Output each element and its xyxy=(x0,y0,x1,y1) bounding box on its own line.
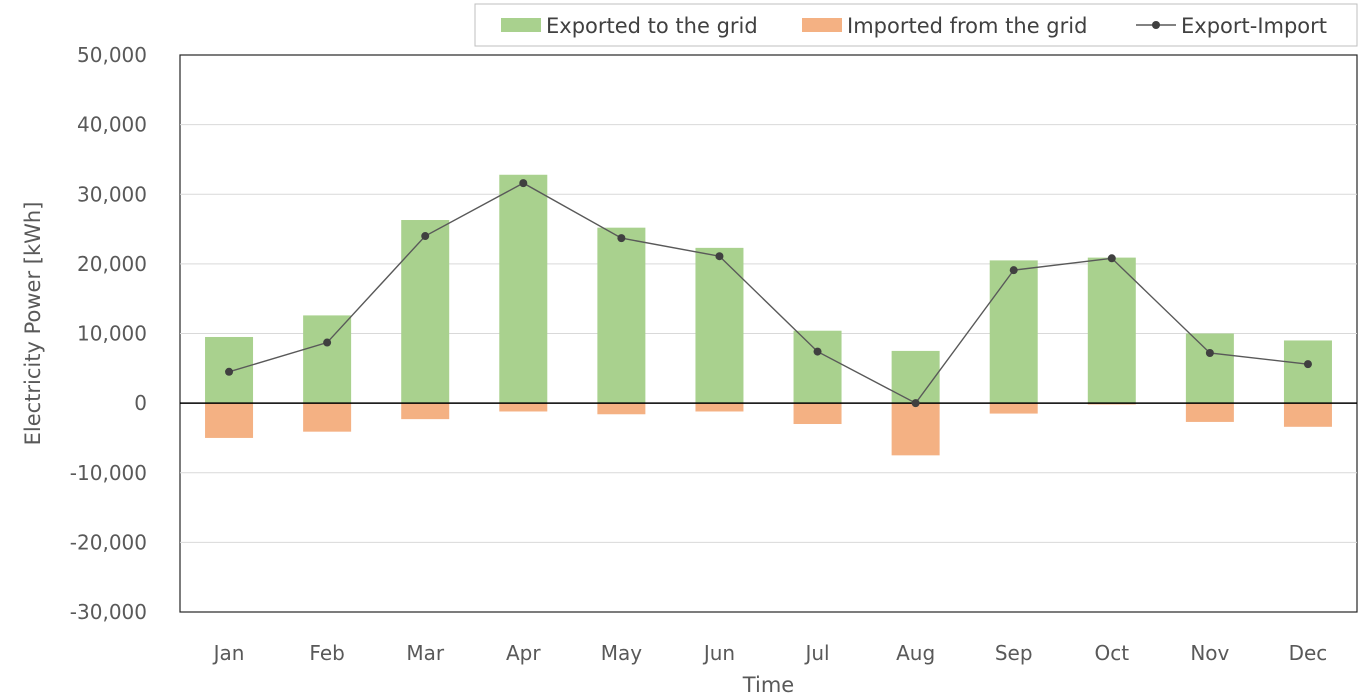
bar-imported xyxy=(1185,403,1234,422)
x-axis-title: Time xyxy=(742,673,794,697)
legend-label-exported: Exported to the grid xyxy=(546,14,758,38)
bar-exported xyxy=(695,247,744,404)
line-series xyxy=(225,179,1312,408)
export-import-point xyxy=(323,338,332,347)
y-axis-title: Electricity Power [kWh] xyxy=(21,202,45,446)
export-import-point xyxy=(225,367,234,376)
export-import-point xyxy=(715,252,724,261)
y-axis-tick-labels: 50,000 40,000 30,000 20,000 10,000 0 -10,000 -2… xyxy=(70,43,147,624)
export-import-point xyxy=(1205,348,1214,357)
bar-imported xyxy=(597,403,646,415)
bar-imported xyxy=(695,403,744,412)
bar-exported xyxy=(499,174,548,404)
bar-imported xyxy=(793,403,842,425)
bar-imported xyxy=(1283,403,1332,427)
y-tick-label: 30,000 xyxy=(77,182,147,206)
x-tick-label: Aug xyxy=(896,641,935,665)
bar-imported xyxy=(891,403,940,456)
x-tick-label: Apr xyxy=(506,641,541,665)
x-tick-label: Jan xyxy=(212,641,245,665)
legend: Exported to the grid Imported from the g… xyxy=(474,3,1358,47)
legend-label-export-import: Export-Import xyxy=(1181,14,1327,38)
y-tick-label: -10,000 xyxy=(70,461,147,485)
x-tick-label: Jun xyxy=(702,641,735,665)
x-tick-label: Dec xyxy=(1289,641,1328,665)
bar-exported xyxy=(793,330,842,404)
y-tick-label: 10,000 xyxy=(77,322,147,346)
export-import-point xyxy=(1009,266,1018,275)
bar-exported xyxy=(597,227,646,404)
bar-imported xyxy=(499,403,548,412)
y-tick-label: 40,000 xyxy=(77,113,147,137)
bar-imported xyxy=(303,403,352,432)
bar-exported xyxy=(891,350,940,404)
y-tick-label: 20,000 xyxy=(77,252,147,276)
bar-exported xyxy=(1185,333,1234,404)
y-tick-label: -30,000 xyxy=(70,600,147,624)
bar-imported xyxy=(401,403,450,420)
x-tick-label: Sep xyxy=(995,641,1033,665)
legend-box xyxy=(474,3,1358,47)
export-import-point xyxy=(813,347,822,356)
export-import-point xyxy=(519,179,528,188)
export-import-line xyxy=(228,182,1309,405)
bar-exported xyxy=(303,315,352,404)
x-tick-label: Jul xyxy=(803,641,829,665)
x-tick-label: Feb xyxy=(309,641,344,665)
bar-imported xyxy=(205,403,254,438)
bar-imported xyxy=(989,403,1038,414)
export-import-point xyxy=(617,234,626,243)
x-tick-label: May xyxy=(601,641,643,665)
legend-marker-export-import xyxy=(1152,21,1160,29)
bar-exported xyxy=(1087,257,1136,404)
y-tick-label: 50,000 xyxy=(77,43,147,67)
x-tick-label: Mar xyxy=(406,641,445,665)
x-axis-tick-labels: Jan Feb Mar Apr May Jun Jul Aug Sep Oct Nov Dec xyxy=(212,641,1328,665)
legend-swatch-imported xyxy=(802,18,842,32)
bar-exported xyxy=(989,260,1038,404)
bars xyxy=(205,174,1332,456)
bar-exported xyxy=(401,220,450,404)
export-import-point xyxy=(911,399,920,408)
x-tick-label: Oct xyxy=(1094,641,1129,665)
legend-label-imported: Imported from the grid xyxy=(847,14,1087,38)
plot-area xyxy=(179,54,1358,613)
export-import-point xyxy=(1107,254,1116,263)
x-tick-label: Nov xyxy=(1190,641,1229,665)
y-tick-label: -20,000 xyxy=(70,530,147,554)
export-import-point xyxy=(421,232,430,241)
y-tick-label: 0 xyxy=(134,391,147,415)
legend-swatch-exported xyxy=(501,18,541,32)
bar-exported xyxy=(1283,340,1332,404)
gridlines xyxy=(180,124,1357,543)
export-import-point xyxy=(1303,360,1312,369)
